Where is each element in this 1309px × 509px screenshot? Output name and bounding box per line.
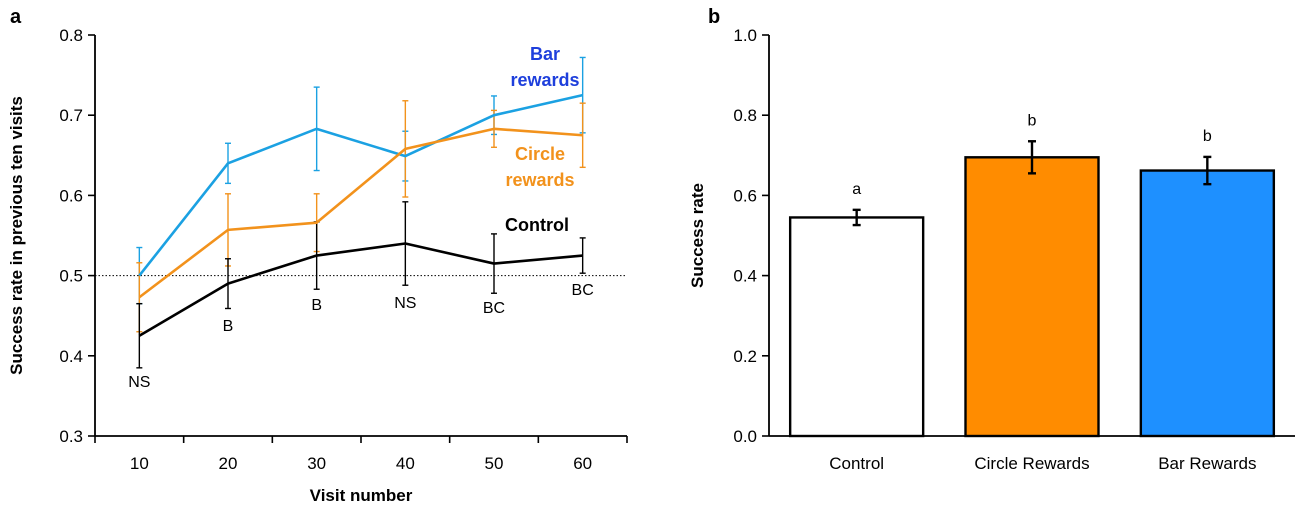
a-x-tick-label: 60: [573, 454, 592, 473]
panel-letter-a: a: [10, 6, 22, 28]
a-significance-label: NS: [128, 374, 150, 391]
a-significance-label: B: [311, 297, 322, 314]
b-y-tick-label: 0.2: [733, 347, 757, 366]
b-bar-control: [788, 216, 925, 438]
b-bar-bar-rewards: [1139, 169, 1276, 438]
b-y-tick-label: 0.6: [733, 186, 757, 205]
a-series-line-control: [138, 242, 583, 337]
a-y-tick-label: 0.4: [59, 347, 83, 366]
a-series-label: Circle: [515, 144, 565, 164]
b-y-tick-label: 0.0: [733, 427, 757, 446]
b-significance-letter: b: [1203, 128, 1212, 145]
a-x-tick-label: 50: [485, 454, 504, 473]
a-series-label: rewards: [505, 170, 574, 190]
b-significance-letter: a: [852, 181, 861, 198]
b-y-tick-label: 1.0: [733, 26, 757, 45]
panel-letter-b: b: [708, 6, 720, 28]
a-y-tick-label: 0.7: [59, 106, 83, 125]
a-significance-label: BC: [572, 282, 594, 299]
a-y-tick-label: 0.3: [59, 427, 83, 446]
a-significance-label: B: [223, 318, 234, 335]
a-y-axis-title: Success rate in previous ten visits: [7, 96, 26, 375]
b-x-tick-label: Circle Rewards: [974, 454, 1089, 473]
b-y-tick-label: 0.4: [733, 267, 757, 286]
b-x-tick-label: Control: [829, 454, 884, 473]
a-x-tick-label: 30: [307, 454, 326, 473]
a-x-tick-label: 40: [396, 454, 415, 473]
a-series-line-circle-rewards: [138, 127, 583, 299]
a-significance-label: NS: [394, 295, 416, 312]
a-x-axis-title: Visit number: [310, 486, 413, 505]
a-series-label: Control: [505, 215, 569, 235]
a-series-label: rewards: [510, 70, 579, 90]
a-x-tick-label: 10: [130, 454, 149, 473]
a-y-tick-label: 0.6: [59, 186, 83, 205]
b-significance-letter: b: [1028, 112, 1037, 129]
b-x-tick-label: Bar Rewards: [1158, 454, 1256, 473]
a-significance-label: BC: [483, 300, 505, 317]
b-y-tick-label: 0.8: [733, 106, 757, 125]
a-y-tick-label: 0.8: [59, 26, 83, 45]
a-series-label: Bar: [530, 44, 560, 64]
a-x-tick-label: 20: [219, 454, 238, 473]
b-y-axis-title: Success rate: [688, 183, 707, 288]
a-series-line-bar-rewards: [138, 93, 583, 277]
b-bar-circle-rewards: [964, 156, 1100, 438]
a-y-tick-label: 0.5: [59, 267, 83, 286]
